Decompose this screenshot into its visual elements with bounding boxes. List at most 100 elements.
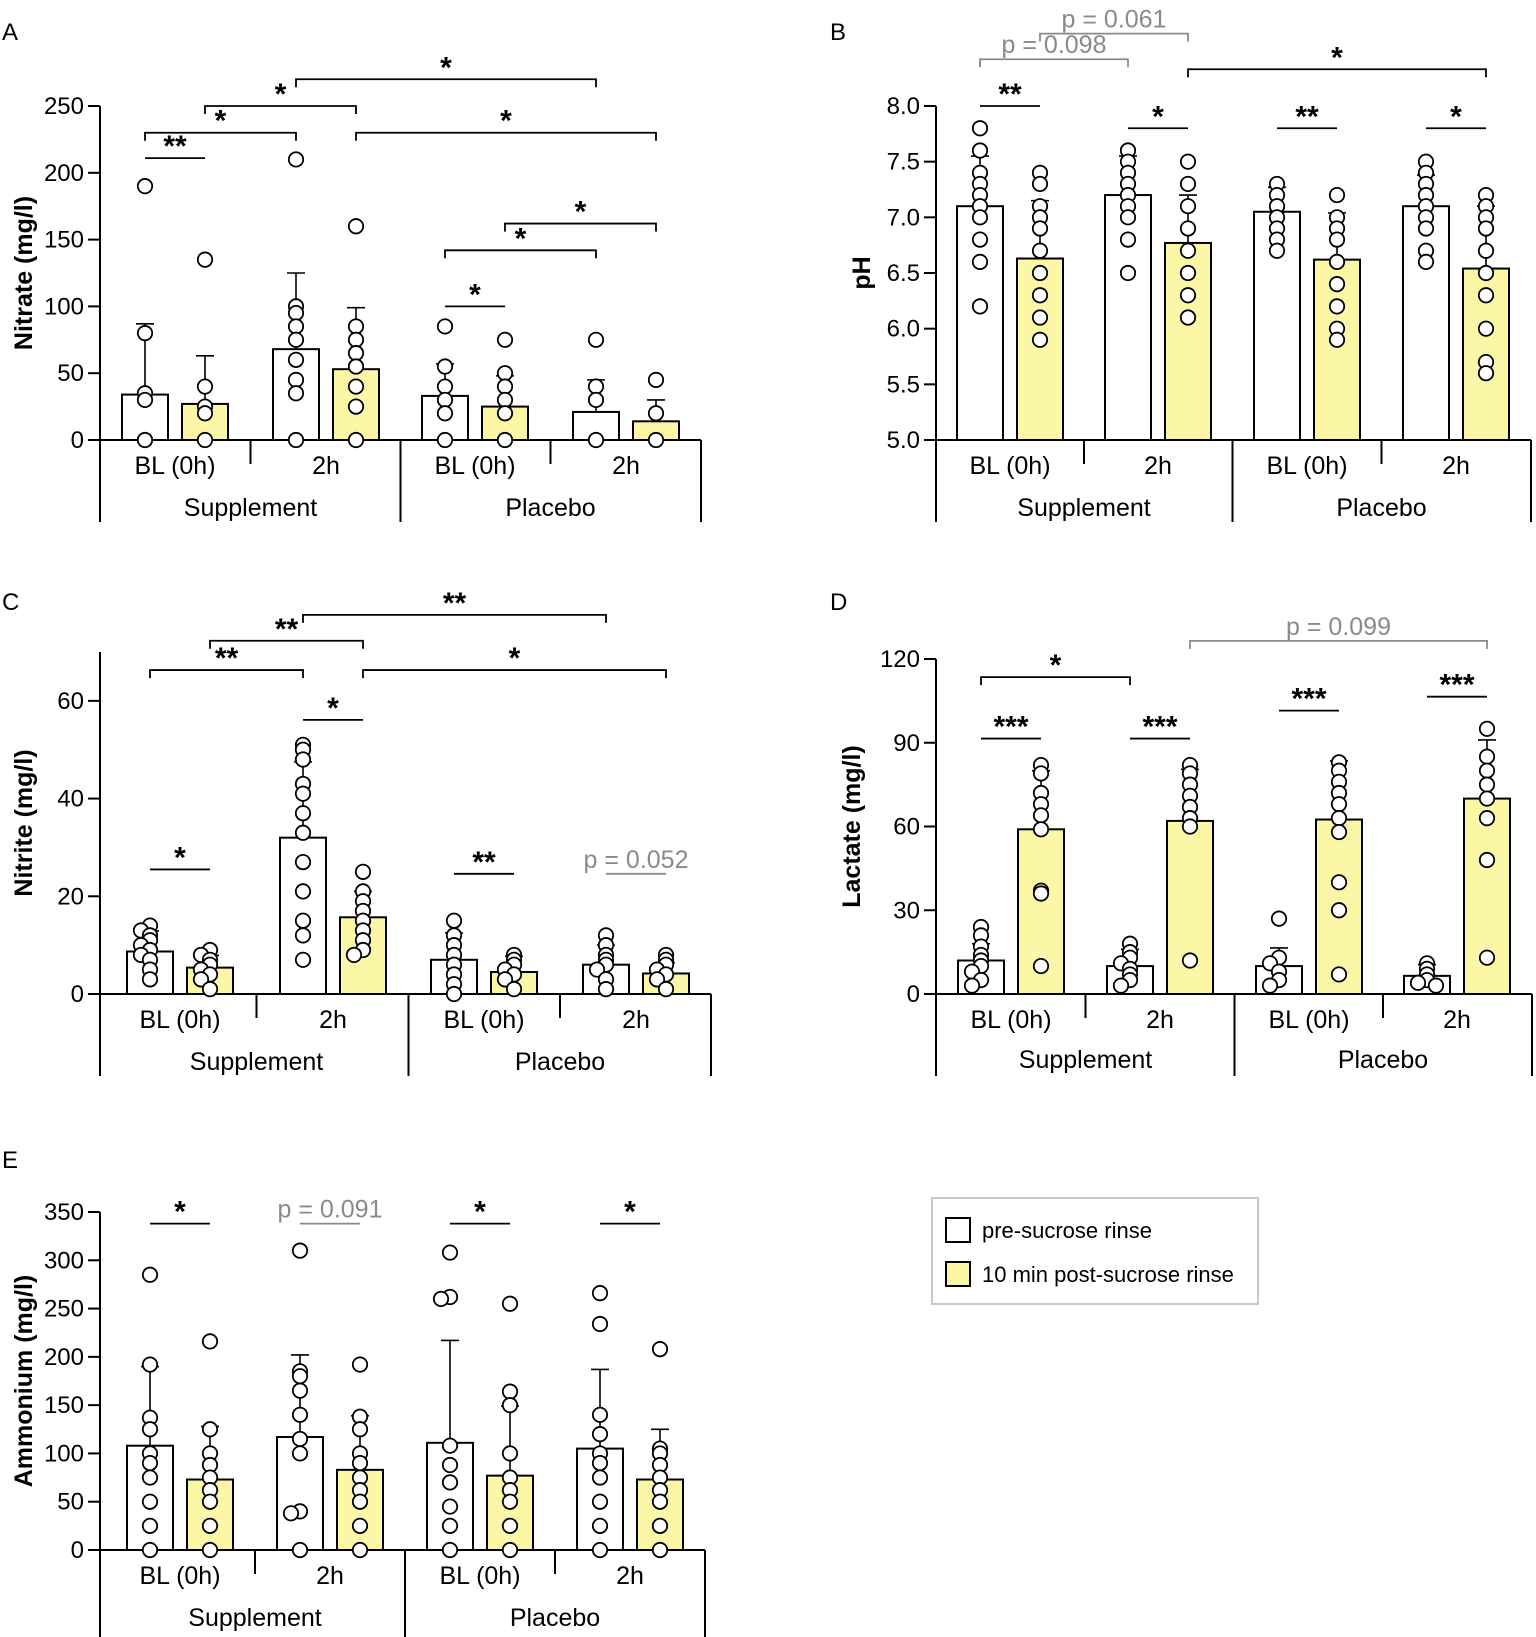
data-point bbox=[1031, 220, 1049, 237]
data-point bbox=[287, 385, 305, 402]
data-point bbox=[1330, 796, 1348, 813]
data-point bbox=[287, 151, 305, 168]
data-point bbox=[648, 971, 666, 988]
legend-label-post: 10 min post-sucrose rinse bbox=[982, 1262, 1234, 1287]
bar-post bbox=[1016, 257, 1064, 441]
x-group-label: Placebo bbox=[515, 1048, 605, 1076]
x-category-label: BL (0h) bbox=[970, 1006, 1051, 1034]
panel-e: E 0 50 100 150 200 250 300 350 Ammonium (mg/l) BL … bbox=[2, 1147, 706, 1637]
legend: pre-sucrose rinse 10 min post-sucrose ri… bbox=[931, 1197, 1259, 1305]
x-group-label: Placebo bbox=[505, 494, 595, 522]
data-point bbox=[1478, 720, 1496, 737]
data-point bbox=[1328, 186, 1346, 204]
data-point bbox=[1427, 977, 1445, 994]
data-point bbox=[294, 824, 312, 841]
data-point bbox=[1179, 287, 1197, 304]
data-point bbox=[436, 391, 454, 409]
data-point bbox=[291, 1368, 309, 1385]
y-tick-label: 200 bbox=[44, 160, 84, 187]
data-point bbox=[441, 1474, 459, 1491]
significance-label: ** bbox=[215, 642, 239, 675]
significance-label: * bbox=[1450, 100, 1462, 133]
significance-bracket bbox=[144, 131, 297, 141]
data-point bbox=[1477, 320, 1495, 337]
significance-label: * bbox=[509, 642, 521, 675]
data-point bbox=[591, 1517, 609, 1534]
significance-label: * bbox=[500, 105, 512, 138]
data-point bbox=[351, 1517, 369, 1534]
significance-label: * bbox=[275, 78, 287, 111]
y-tick-label: 6.5 bbox=[887, 260, 920, 287]
legend-swatch-post bbox=[945, 1261, 971, 1287]
data-point bbox=[294, 751, 312, 768]
data-point bbox=[445, 985, 463, 1003]
data-point bbox=[294, 785, 312, 802]
data-point bbox=[294, 951, 312, 968]
y-tick-label: 120 bbox=[880, 646, 920, 673]
data-point bbox=[1409, 974, 1427, 991]
significance-label: * bbox=[174, 1196, 186, 1229]
data-point bbox=[1330, 810, 1348, 827]
data-point bbox=[141, 1421, 159, 1438]
data-point bbox=[345, 946, 363, 964]
data-point bbox=[291, 1430, 309, 1448]
significance-label: * bbox=[327, 692, 339, 725]
data-point bbox=[587, 331, 605, 348]
y-axis-label: Nitrite (mg/l) bbox=[10, 749, 38, 896]
significance-bracket bbox=[444, 249, 597, 259]
data-point bbox=[441, 1517, 459, 1534]
data-point bbox=[1181, 952, 1199, 969]
data-point bbox=[294, 912, 312, 929]
data-point bbox=[441, 1456, 459, 1474]
data-point bbox=[971, 298, 989, 315]
data-point bbox=[1477, 220, 1495, 237]
data-point bbox=[351, 1356, 369, 1373]
panel-label-d: D bbox=[830, 589, 847, 616]
significance-label: p = 0.091 bbox=[278, 1196, 383, 1224]
y-tick-label: 8.0 bbox=[887, 93, 920, 120]
data-point bbox=[141, 1493, 159, 1510]
y-axis-label: Lactate (mg/l) bbox=[838, 745, 866, 908]
data-point bbox=[201, 1421, 219, 1438]
y-tick-label: 100 bbox=[44, 1440, 84, 1467]
y-tick-label: 200 bbox=[44, 1344, 84, 1371]
data-point bbox=[1477, 242, 1495, 259]
x-category-label: 2h bbox=[622, 1006, 650, 1034]
data-point bbox=[1328, 276, 1346, 293]
y-tick-label: 20 bbox=[57, 883, 84, 910]
data-point bbox=[1119, 209, 1137, 226]
data-point bbox=[647, 405, 665, 422]
x-category-label: BL (0h) bbox=[1266, 452, 1347, 480]
data-point bbox=[501, 1541, 519, 1559]
y-tick-label: 350 bbox=[44, 1199, 84, 1226]
data-point bbox=[294, 927, 312, 944]
data-point bbox=[1032, 807, 1050, 824]
data-point bbox=[1031, 309, 1049, 326]
significance-bracket bbox=[1189, 639, 1488, 649]
data-point bbox=[287, 318, 305, 335]
data-point bbox=[141, 1541, 159, 1559]
y-tick-label: 90 bbox=[893, 730, 920, 757]
data-point bbox=[1119, 264, 1137, 282]
data-point bbox=[1478, 748, 1496, 765]
data-point bbox=[1261, 977, 1279, 994]
data-point bbox=[291, 1406, 309, 1423]
y-tick-label: 60 bbox=[57, 688, 84, 715]
data-point bbox=[1328, 298, 1346, 315]
data-point bbox=[1478, 776, 1496, 793]
data-point bbox=[591, 1426, 609, 1443]
significance-bracket bbox=[204, 105, 357, 114]
data-point bbox=[351, 1493, 369, 1510]
data-point bbox=[196, 431, 214, 449]
data-point bbox=[141, 971, 159, 988]
data-point bbox=[347, 431, 365, 449]
data-point bbox=[496, 971, 514, 988]
data-point bbox=[591, 1454, 609, 1472]
data-point bbox=[436, 431, 454, 449]
y-tick-label: 250 bbox=[44, 1296, 84, 1323]
significance-label: ** bbox=[998, 78, 1022, 111]
data-point bbox=[294, 853, 312, 871]
significance-bracket bbox=[149, 669, 304, 679]
data-point bbox=[591, 1493, 609, 1510]
